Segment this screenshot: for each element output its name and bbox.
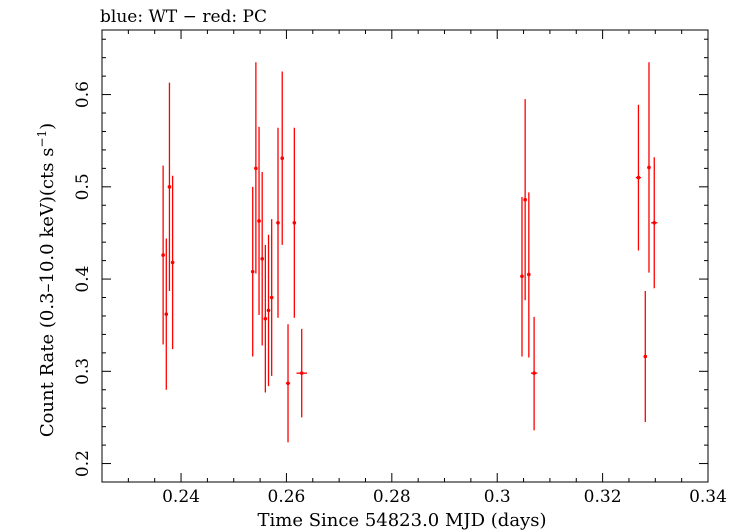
data-point (527, 192, 531, 358)
data-point (285, 324, 291, 443)
point-marker (286, 381, 290, 386)
data-point (276, 127, 280, 318)
point-marker (164, 312, 169, 316)
data-point (266, 234, 271, 387)
data-point (269, 219, 274, 376)
point-marker (250, 269, 255, 274)
x-tick-label: 0.3 (484, 487, 511, 507)
point-marker (520, 274, 524, 279)
y-tick-label: 0.5 (73, 173, 93, 200)
point-marker (527, 272, 531, 277)
data-point (260, 172, 264, 346)
data-points (161, 62, 658, 443)
point-marker (167, 185, 172, 189)
data-point (164, 238, 169, 390)
data-point (296, 328, 307, 418)
point-marker (257, 219, 261, 223)
y-axis-label-main: Count Rate (0.3–10.0 keV)(cts s (37, 148, 58, 438)
data-point (647, 62, 651, 273)
data-point (523, 99, 527, 301)
y-axis-label-superscript: −1 (35, 130, 49, 148)
data-point (257, 126, 261, 316)
y-tick-label: 0.6 (73, 81, 93, 108)
point-marker (652, 220, 657, 225)
data-point (292, 127, 297, 318)
data-point (520, 196, 524, 357)
point-marker (266, 308, 271, 313)
data-point (635, 104, 642, 251)
point-marker (636, 175, 641, 180)
x-tick-label: 0.24 (162, 487, 200, 507)
y-tick-label: 0.4 (73, 266, 93, 293)
x-tick-label: 0.34 (689, 487, 727, 507)
x-tick-label: 0.26 (268, 487, 306, 507)
point-marker (170, 260, 175, 265)
x-tick-label: 0.28 (373, 487, 411, 507)
y-tick-label: 0.3 (73, 358, 93, 385)
data-point (170, 175, 175, 350)
point-marker (523, 197, 527, 202)
data-point (254, 62, 258, 274)
x-tick-label: 0.32 (584, 487, 622, 507)
data-point (250, 186, 255, 357)
point-marker (161, 253, 165, 257)
point-marker (276, 220, 280, 225)
data-point (263, 244, 268, 393)
point-marker (254, 166, 258, 171)
point-marker (643, 354, 648, 359)
data-point (161, 165, 165, 345)
point-marker (263, 316, 268, 321)
data-point (651, 157, 658, 289)
data-point (530, 316, 538, 431)
x-axis-label: Time Since 54823.0 MJD (days) (257, 510, 546, 531)
y-axis-label-close: ) (37, 123, 58, 130)
point-marker (292, 220, 297, 225)
point-marker (532, 371, 536, 375)
data-point (167, 82, 172, 292)
plot-frame (101, 29, 709, 483)
point-marker (647, 165, 651, 170)
point-marker (299, 371, 304, 375)
axis-tick-labels: 0.24 0.26 0.28 0.3 0.32 0.34 0.2 0.3 0.4 0.5 0.6 (73, 81, 727, 507)
data-point (280, 71, 285, 245)
point-marker (260, 256, 264, 261)
y-axis-label: Count Rate (0.3–10.0 keV)(cts s−1) (35, 123, 58, 437)
y-tick-label: 0.2 (73, 450, 93, 477)
data-point (643, 291, 648, 423)
chart-title: blue: WT − red: PC (100, 7, 267, 27)
point-marker (280, 156, 285, 161)
point-marker (269, 295, 274, 300)
axis-ticks (101, 30, 709, 483)
